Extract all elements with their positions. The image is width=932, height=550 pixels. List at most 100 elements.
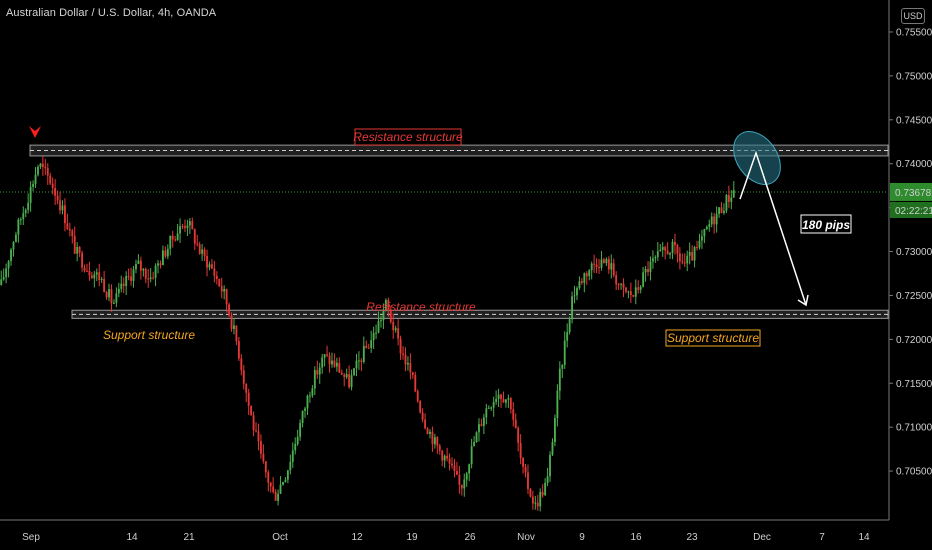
candle-body bbox=[56, 195, 59, 201]
candle-body bbox=[438, 445, 441, 451]
candle-body bbox=[335, 362, 338, 367]
candle-body bbox=[264, 461, 267, 473]
candle-body bbox=[274, 491, 277, 501]
candle-body bbox=[568, 319, 571, 333]
candle-body bbox=[78, 246, 81, 253]
candle-body bbox=[708, 224, 711, 227]
candle-body bbox=[88, 271, 91, 276]
candle-body bbox=[451, 463, 453, 466]
candle-body bbox=[95, 272, 98, 275]
candle-body bbox=[250, 405, 253, 416]
candle-body bbox=[262, 453, 265, 462]
pips-label: 180 pips bbox=[802, 218, 850, 232]
candle-body bbox=[247, 392, 250, 406]
candle-body bbox=[184, 226, 186, 228]
candle-body bbox=[443, 455, 446, 461]
candle-body bbox=[206, 255, 208, 268]
candle-body bbox=[455, 471, 458, 475]
candle-body bbox=[585, 273, 588, 277]
candle-body bbox=[73, 236, 76, 254]
candle-body bbox=[357, 360, 360, 362]
candle-body bbox=[169, 235, 172, 249]
last-price-label: 0.73678 bbox=[895, 188, 932, 199]
candle-body bbox=[46, 168, 49, 176]
currency-button[interactable]: USD bbox=[901, 8, 925, 24]
candle-body bbox=[203, 249, 206, 256]
candle-body bbox=[367, 347, 370, 349]
candle-body bbox=[291, 450, 294, 462]
candle-body bbox=[161, 250, 164, 265]
candle-body bbox=[725, 194, 728, 211]
candle-body bbox=[588, 270, 591, 277]
candle-body bbox=[137, 260, 140, 265]
candle-body bbox=[120, 283, 123, 289]
candle-body bbox=[480, 424, 483, 426]
candle-body bbox=[463, 479, 466, 489]
candle-body bbox=[39, 163, 42, 167]
candle-body bbox=[34, 174, 37, 185]
candle-body bbox=[514, 419, 517, 429]
candle-body bbox=[659, 249, 662, 252]
candle-body bbox=[495, 399, 498, 402]
candle-body bbox=[664, 247, 667, 251]
time-tick-label: Nov bbox=[517, 532, 535, 543]
candle-body bbox=[651, 258, 654, 262]
candle-body bbox=[524, 466, 527, 473]
candle-body bbox=[473, 442, 476, 447]
candle-body bbox=[531, 496, 534, 504]
time-tick-label: 12 bbox=[351, 532, 363, 543]
candle-body bbox=[22, 213, 25, 220]
candle-body bbox=[686, 255, 689, 264]
candle-body bbox=[259, 441, 262, 454]
candle-body bbox=[230, 315, 233, 329]
candle-body bbox=[671, 241, 674, 253]
candle-body bbox=[541, 491, 544, 496]
candle-body bbox=[656, 251, 659, 257]
candle-body bbox=[152, 277, 155, 279]
candle-body bbox=[108, 289, 110, 298]
candle-body bbox=[340, 372, 343, 375]
candle-body bbox=[218, 279, 221, 287]
price-axis: 0.755000.750000.745000.740000.735000.730… bbox=[888, 0, 932, 520]
candle-body bbox=[277, 493, 280, 501]
time-tick-label: 23 bbox=[686, 532, 698, 543]
candle-body bbox=[446, 455, 449, 459]
candle-body bbox=[482, 417, 485, 426]
time-tick-label: Oct bbox=[272, 532, 288, 543]
candle-body bbox=[360, 360, 363, 362]
candle-body bbox=[453, 465, 456, 472]
candle-body bbox=[416, 391, 419, 402]
candle-body bbox=[321, 357, 324, 368]
candle-body bbox=[196, 243, 199, 245]
arrow-head-icon bbox=[797, 294, 809, 307]
candle-body bbox=[607, 259, 610, 270]
candle-body bbox=[348, 374, 351, 388]
support-label: Support structure bbox=[103, 328, 195, 342]
projection-arrow bbox=[739, 150, 807, 306]
candle-body bbox=[68, 228, 71, 231]
candle-body bbox=[272, 486, 275, 492]
time-axis: Sep 14 21 Oct 12 19 26 Nov 9 16 23 Dec 7 14 bbox=[0, 519, 889, 543]
candle-body bbox=[242, 370, 245, 384]
candle-body bbox=[382, 310, 385, 321]
candle-body bbox=[426, 428, 429, 434]
candle-body bbox=[696, 247, 698, 249]
candle-body bbox=[286, 470, 289, 480]
candle-body bbox=[605, 259, 608, 264]
candle-body bbox=[563, 340, 566, 365]
candle-body bbox=[411, 372, 414, 375]
candle-body bbox=[29, 186, 32, 203]
candle-body bbox=[487, 407, 490, 409]
candle-body bbox=[727, 194, 730, 202]
candle-body bbox=[700, 236, 703, 241]
candle-body bbox=[566, 332, 569, 341]
candle-body bbox=[544, 482, 547, 496]
candle-body bbox=[622, 283, 625, 288]
candle-body bbox=[578, 281, 581, 289]
candle-body bbox=[112, 302, 115, 304]
candle-body bbox=[397, 328, 400, 339]
time-tick-label: 7 bbox=[819, 532, 825, 543]
time-tick-label: 26 bbox=[464, 532, 476, 543]
candle-body bbox=[328, 355, 331, 365]
